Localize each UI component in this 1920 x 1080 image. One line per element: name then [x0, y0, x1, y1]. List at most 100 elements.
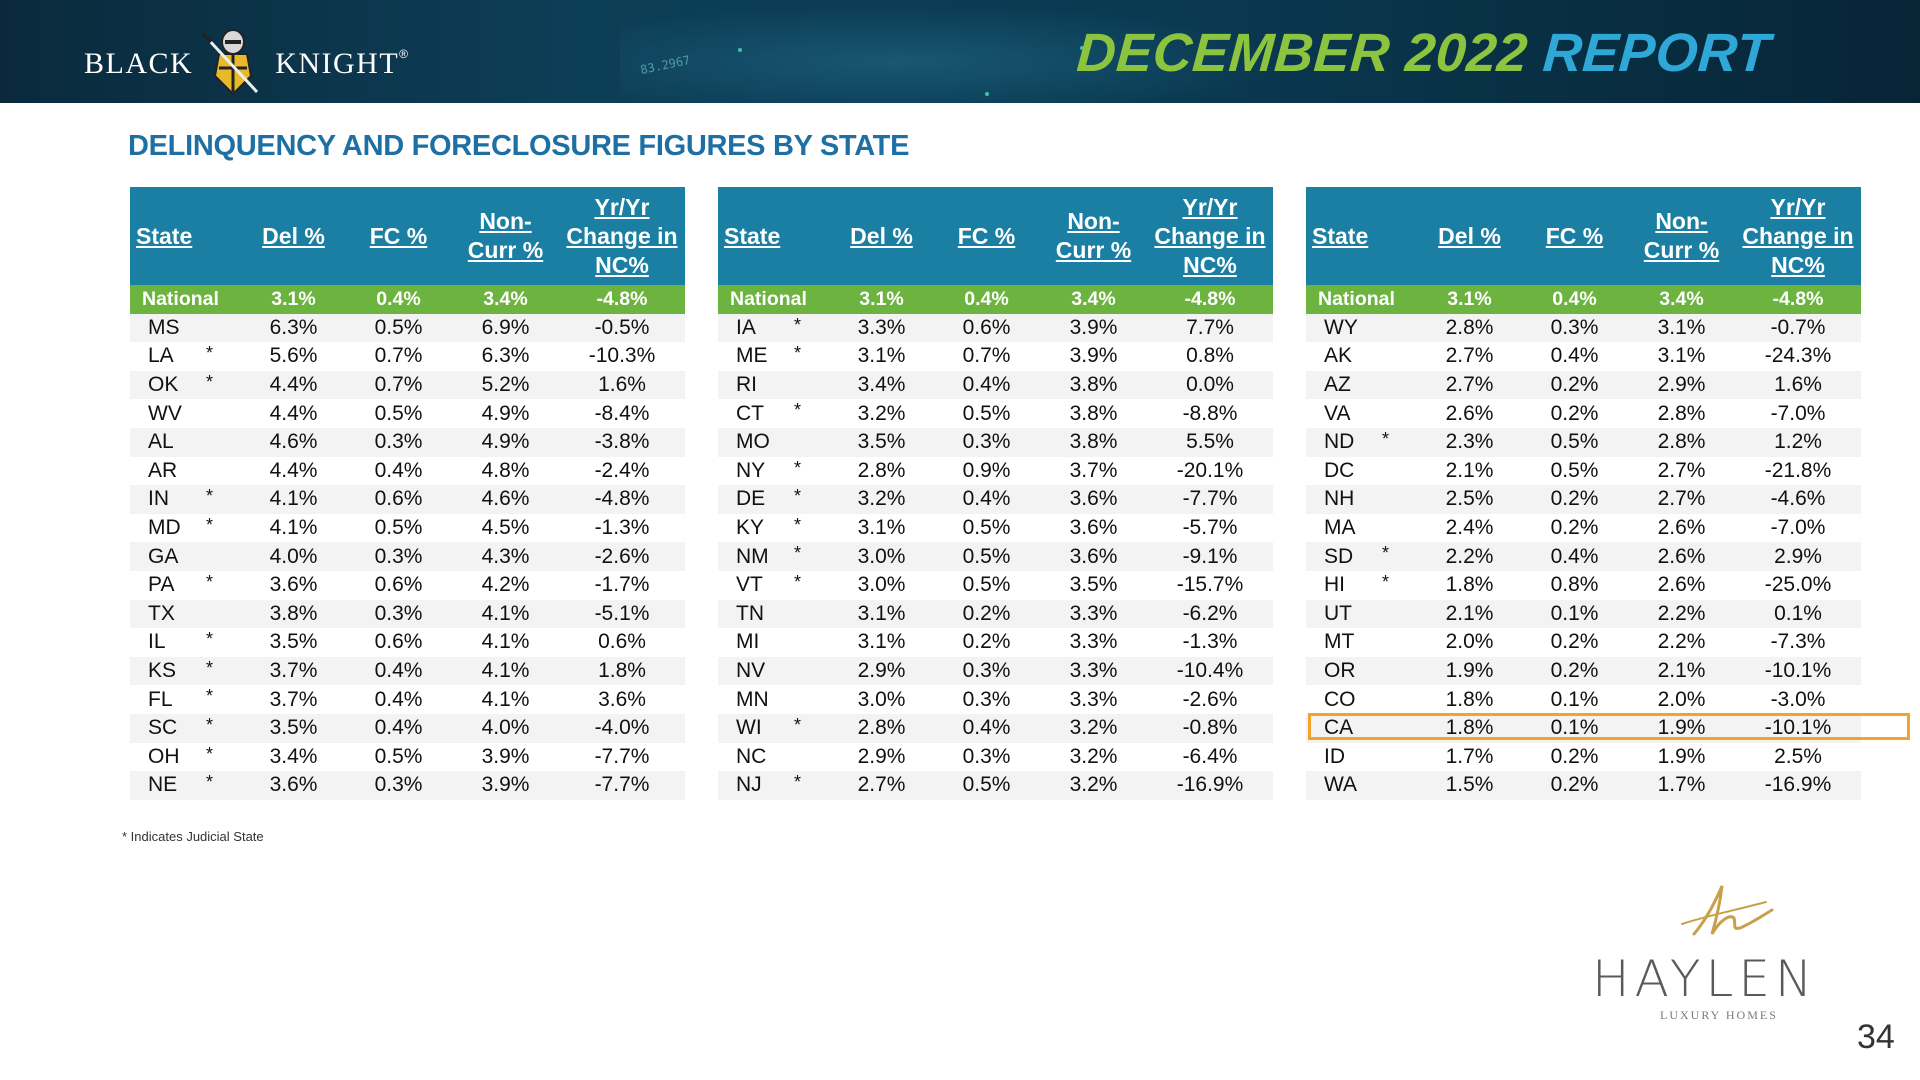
column-header-label: Non-	[1655, 208, 1708, 234]
noncurr-pct-cell: 3.8%	[1040, 399, 1147, 428]
state-code-cell: IN	[130, 485, 204, 514]
yr-change-cell: -0.8%	[1147, 713, 1273, 743]
state-code-cell: HI	[1306, 570, 1380, 600]
judicial-marker: *	[792, 313, 830, 343]
noncurr-pct-cell: 3.2%	[1040, 771, 1147, 800]
noncurr-pct-cell: 3.9%	[452, 742, 559, 772]
state-row-md: MD * 4.1% 0.5% 4.5% -1.3%	[130, 513, 685, 543]
state-row-nd: ND * 2.3% 0.5% 2.8% 1.2%	[1306, 427, 1861, 457]
judicial-marker	[204, 542, 242, 571]
state-code-cell: WV	[130, 399, 204, 428]
fc-pct-cell: 0.4%	[933, 485, 1040, 514]
judicial-marker: *	[204, 628, 242, 657]
del-pct-cell: 2.7%	[1418, 370, 1521, 400]
national-label: National	[130, 285, 242, 314]
state-row-nc: NC 2.9% 0.3% 3.2% -6.4%	[718, 742, 1273, 772]
state-code-cell: OH	[130, 742, 204, 772]
column-header-label: State	[1312, 222, 1369, 249]
judicial-marker	[204, 599, 242, 629]
judicial-marker: *	[792, 513, 830, 543]
judicial-marker	[1380, 742, 1418, 772]
judicial-marker	[204, 313, 242, 343]
judicial-marker	[1380, 485, 1418, 514]
column-header-yr-change: Yr/Yr Change in NC%	[1735, 187, 1861, 285]
noncurr-pct-cell: 3.9%	[1040, 313, 1147, 343]
fc-pct-cell: 0.5%	[345, 513, 452, 543]
column-header-fc: FC %	[1521, 187, 1628, 285]
noncurr-pct-cell: 4.0%	[452, 713, 559, 743]
del-pct-cell: 3.6%	[242, 570, 345, 600]
del-pct-cell: 3.4%	[242, 742, 345, 772]
fc-pct-cell: 0.3%	[345, 542, 452, 571]
national-label: National	[718, 285, 830, 314]
state-code-cell: AZ	[1306, 370, 1380, 400]
del-pct-cell: 2.6%	[1418, 399, 1521, 428]
state-code-cell: IL	[130, 628, 204, 657]
yr-change-cell: -4.6%	[1735, 485, 1861, 514]
state-code-cell: WI	[718, 713, 792, 743]
fc-pct-cell: 0.2%	[933, 599, 1040, 629]
judicial-marker: *	[1380, 570, 1418, 600]
column-header-label: State	[136, 222, 193, 249]
noncurr-pct-cell: 3.6%	[1040, 485, 1147, 514]
column-header-noncurr: Non- Curr %	[1040, 187, 1147, 285]
national-row: National 3.1% 0.4% 3.4% -4.8%	[1306, 285, 1861, 314]
del-pct-cell: 4.1%	[242, 513, 345, 543]
yr-change-cell: -16.9%	[1735, 771, 1861, 800]
header-dot	[738, 48, 742, 52]
state-row-nh: NH 2.5% 0.2% 2.7% -4.6%	[1306, 485, 1861, 514]
yr-change-cell: 1.8%	[559, 656, 685, 686]
del-pct-cell: 4.6%	[242, 427, 345, 457]
fc-pct-cell: 0.5%	[345, 399, 452, 428]
del-pct-cell: 1.5%	[1418, 771, 1521, 800]
judicial-marker: *	[204, 485, 242, 514]
del-pct-cell: 2.4%	[1418, 513, 1521, 543]
judicial-marker: *	[204, 742, 242, 772]
column-header-label: NC%	[1183, 251, 1237, 278]
column-header-label: Change in	[1742, 222, 1854, 249]
state-code-cell: MS	[130, 313, 204, 343]
del-pct-cell: 3.6%	[242, 771, 345, 800]
noncurr-pct-cell: 3.3%	[1040, 599, 1147, 629]
column-header-del: Del %	[1418, 187, 1521, 285]
national-fc-cell: 0.4%	[933, 285, 1040, 314]
yr-change-cell: -7.7%	[1147, 485, 1273, 514]
national-del-cell: 3.1%	[830, 285, 933, 314]
fc-pct-cell: 0.2%	[1521, 656, 1628, 686]
yr-change-cell: 0.0%	[1147, 370, 1273, 400]
national-fc-cell: 0.4%	[1521, 285, 1628, 314]
logo-word-left: BLACK	[84, 47, 194, 80]
judicial-marker	[1380, 313, 1418, 343]
state-code-cell: MT	[1306, 628, 1380, 657]
yr-change-cell: -5.1%	[559, 599, 685, 629]
del-pct-cell: 4.1%	[242, 485, 345, 514]
fc-pct-cell: 0.3%	[345, 427, 452, 457]
fc-pct-cell: 0.5%	[933, 542, 1040, 571]
noncurr-pct-cell: 3.9%	[452, 771, 559, 800]
state-row-sc: SC * 3.5% 0.4% 4.0% -4.0%	[130, 713, 685, 743]
noncurr-pct-cell: 1.9%	[1628, 742, 1735, 772]
fc-pct-cell: 0.5%	[1521, 456, 1628, 486]
fc-pct-cell: 0.2%	[1521, 513, 1628, 543]
del-pct-cell: 3.5%	[830, 427, 933, 457]
state-row-nm: NM * 3.0% 0.5% 3.6% -9.1%	[718, 542, 1273, 571]
judicial-marker	[1380, 342, 1418, 371]
del-pct-cell: 3.7%	[242, 685, 345, 714]
state-row-wa: WA 1.5% 0.2% 1.7% -16.9%	[1306, 771, 1861, 800]
yr-change-cell: -9.1%	[1147, 542, 1273, 571]
state-row-wv: WV 4.4% 0.5% 4.9% -8.4%	[130, 399, 685, 428]
del-pct-cell: 2.1%	[1418, 599, 1521, 629]
column-header-label: Yr/Yr	[594, 193, 650, 220]
judicial-marker	[1380, 628, 1418, 657]
yr-change-cell: -7.3%	[1735, 628, 1861, 657]
state-row-in: IN * 4.1% 0.6% 4.6% -4.8%	[130, 485, 685, 514]
column-header-yr-change: Yr/Yr Change in NC%	[1147, 187, 1273, 285]
page-number: 34	[1857, 1018, 1895, 1056]
column-header-noncurr: Non- Curr %	[452, 187, 559, 285]
yr-change-cell: 1.2%	[1735, 427, 1861, 457]
del-pct-cell: 5.6%	[242, 342, 345, 371]
state-code-cell: NM	[718, 542, 792, 571]
state-code-cell: TX	[130, 599, 204, 629]
national-label: National	[1306, 285, 1418, 314]
fc-pct-cell: 0.8%	[1521, 570, 1628, 600]
